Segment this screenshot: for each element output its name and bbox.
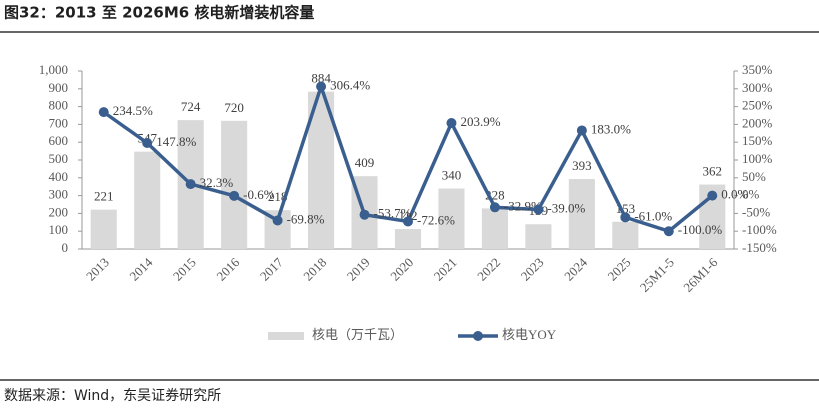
line-point — [663, 226, 674, 237]
line-point — [359, 209, 370, 220]
bar-label: 340 — [442, 167, 462, 182]
y2-tick-label: 100% — [742, 151, 773, 166]
line-point — [576, 125, 587, 136]
line-point — [707, 190, 718, 201]
y-tick-label: 400 — [49, 169, 69, 184]
x-tick-label: 25M1-5 — [637, 255, 677, 295]
bar-label: 720 — [224, 100, 244, 115]
bar — [90, 209, 117, 249]
y-tick-label: 600 — [49, 133, 69, 148]
y2-tick-label: 300% — [742, 80, 773, 95]
y2-tick-label: 0% — [742, 187, 760, 202]
bar — [525, 224, 552, 249]
line-label: 203.9% — [460, 114, 500, 129]
x-tick-label: 2016 — [213, 254, 242, 283]
y2-tick-label: -150% — [742, 240, 777, 255]
x-tick-label: 2013 — [83, 255, 112, 284]
x-tick-label: 2017 — [257, 254, 286, 283]
bar-label: 221 — [94, 189, 114, 204]
bar — [612, 221, 639, 249]
x-tick-label: 2025 — [605, 255, 634, 284]
y-tick-label: 500 — [49, 151, 69, 166]
x-tick-label: 2019 — [344, 255, 373, 284]
bar-label: 362 — [703, 164, 723, 179]
line-label: 32.3% — [200, 175, 234, 190]
line-point — [229, 190, 240, 201]
line-label: -53.7% — [374, 206, 412, 221]
line-label: -100.0% — [678, 222, 723, 237]
line-point — [403, 216, 413, 227]
y-tick-label: 0 — [62, 240, 69, 255]
bar — [134, 151, 161, 249]
bar-label: 409 — [355, 155, 375, 170]
legend-label: 核电YOY — [502, 327, 557, 342]
line-label: -61.0% — [634, 208, 672, 223]
bar — [438, 188, 465, 249]
line-point — [142, 137, 153, 148]
x-tick-label: 2022 — [474, 255, 503, 284]
bar — [221, 120, 248, 249]
x-tick-label: 2024 — [561, 254, 590, 283]
y2-tick-label: 50% — [742, 169, 766, 184]
line-label: 306.4% — [330, 78, 370, 93]
x-tick-label: 2018 — [300, 255, 329, 284]
y2-tick-label: -50% — [742, 204, 770, 219]
legend-swatch — [268, 332, 304, 340]
line-point — [533, 204, 544, 215]
x-tick-label: 2020 — [387, 255, 416, 284]
bar — [481, 208, 508, 249]
source: 数据来源：Wind，东吴证券研究所 — [4, 388, 221, 404]
y2-tick-label: 350% — [742, 62, 773, 77]
line-point — [316, 81, 327, 92]
x-tick-label: 2023 — [518, 255, 547, 284]
y2-tick-label: 200% — [742, 115, 773, 130]
line-label: 183.0% — [591, 121, 631, 136]
line-label: -39.0% — [547, 200, 585, 215]
x-tick-label: 2015 — [170, 255, 199, 284]
y2-tick-label: -100% — [742, 222, 777, 237]
line-label: -32.9% — [504, 198, 542, 213]
y-tick-label: 900 — [49, 80, 69, 95]
y-tick-label: 200 — [49, 204, 69, 219]
legend-swatch — [473, 331, 483, 341]
line-label: 0.0% — [721, 187, 748, 202]
y-tick-label: 800 — [49, 98, 69, 113]
bar — [394, 229, 422, 249]
line-point — [446, 118, 457, 129]
chart-title: 图32：2013 至 2026M6 核电新增装机容量 — [4, 4, 314, 22]
bar-label: 393 — [572, 158, 592, 173]
line-label: -0.6% — [243, 187, 275, 202]
line-point — [185, 179, 196, 190]
line-label: 147.8% — [156, 134, 196, 149]
y-tick-label: 300 — [49, 187, 69, 202]
bar-label: 884 — [311, 71, 331, 86]
line-label: 234.5% — [113, 103, 153, 118]
legend-label: 核电（万千瓦） — [312, 327, 403, 342]
y-tick-label: 1,000 — [39, 62, 68, 77]
x-tick-label: 2014 — [126, 254, 155, 283]
y2-tick-label: 250% — [742, 98, 773, 113]
x-tick-label: 26M1-6 — [680, 254, 721, 295]
y-tick-label: 700 — [49, 115, 69, 130]
line-point — [98, 107, 109, 118]
line-label: -69.8% — [287, 211, 325, 226]
line-label: -72.6% — [417, 212, 455, 227]
y-tick-label: 100 — [49, 222, 69, 237]
line-point — [620, 212, 631, 223]
bar-label: 724 — [181, 99, 201, 114]
line-point — [272, 215, 283, 226]
line-point — [489, 202, 500, 213]
x-tick-label: 2021 — [431, 255, 460, 284]
y2-tick-label: 150% — [742, 133, 773, 148]
bar — [568, 179, 595, 249]
